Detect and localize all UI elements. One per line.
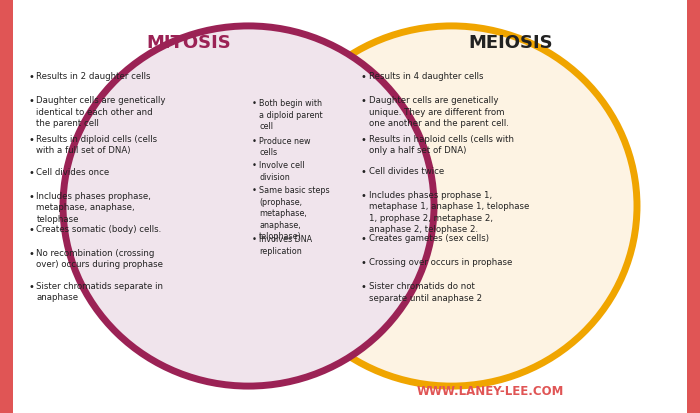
Text: Includes phases prophase 1,
metaphase 1, anaphase 1, telophase
1, prophase 2, me: Includes phases prophase 1, metaphase 1,…: [369, 190, 529, 234]
Text: Cell divides once: Cell divides once: [36, 167, 110, 176]
Text: Results in haploid cells (cells with
only a half set of DNA): Results in haploid cells (cells with onl…: [369, 134, 514, 154]
Text: •: •: [252, 136, 257, 145]
Text: WWW.LANEY-LEE.COM: WWW.LANEY-LEE.COM: [416, 384, 564, 397]
Text: Crossing over occurs in prophase: Crossing over occurs in prophase: [369, 258, 512, 267]
Text: Sister chromatids separate in
anaphase: Sister chromatids separate in anaphase: [36, 281, 163, 301]
Text: •: •: [28, 96, 34, 106]
Bar: [687, 0, 700, 413]
Text: Same basic steps
(prophase,
metaphase,
anaphase,
telophase): Same basic steps (prophase, metaphase, a…: [259, 186, 330, 240]
Text: •: •: [360, 72, 366, 82]
Text: •: •: [252, 235, 257, 244]
Text: •: •: [360, 190, 366, 200]
Text: MITOSIS: MITOSIS: [146, 34, 232, 52]
Text: •: •: [28, 248, 34, 258]
Text: Creates somatic (body) cells.: Creates somatic (body) cells.: [36, 224, 162, 233]
Text: •: •: [252, 186, 257, 195]
Text: •: •: [252, 99, 257, 108]
Text: Involves DNA
replication: Involves DNA replication: [259, 235, 312, 255]
Text: Sister chromatids do not
separate until anaphase 2: Sister chromatids do not separate until …: [369, 282, 482, 302]
Text: No recombination (crossing
over) occurs during prophase: No recombination (crossing over) occurs …: [36, 248, 163, 268]
Text: Involve cell
division: Involve cell division: [259, 161, 304, 181]
Text: •: •: [360, 234, 366, 244]
Text: •: •: [360, 134, 366, 144]
Text: •: •: [28, 224, 34, 234]
Text: Results in diploid cells (cells
with a full set of DNA): Results in diploid cells (cells with a f…: [36, 134, 158, 154]
Text: •: •: [360, 258, 366, 268]
Text: Creates gametes (sex cells): Creates gametes (sex cells): [369, 234, 489, 243]
Text: •: •: [28, 167, 34, 177]
Text: Results in 2 daughter cells: Results in 2 daughter cells: [36, 72, 151, 81]
Text: Produce new
cells: Produce new cells: [259, 136, 311, 157]
Text: Includes phases prophase,
metaphase, anaphase,
telophase: Includes phases prophase, metaphase, ana…: [36, 191, 151, 223]
Text: Daughter cells are genetically
identical to each other and
the parent cell: Daughter cells are genetically identical…: [36, 96, 166, 128]
Ellipse shape: [63, 27, 434, 386]
Bar: [0, 0, 13, 413]
Text: •: •: [28, 72, 34, 82]
Text: Both begin with
a diploid parent
cell: Both begin with a diploid parent cell: [259, 99, 323, 131]
Text: MEIOSIS: MEIOSIS: [469, 34, 553, 52]
Text: •: •: [28, 134, 34, 144]
Text: •: •: [28, 281, 34, 291]
Text: •: •: [28, 191, 34, 201]
Text: •: •: [360, 166, 366, 176]
Text: •: •: [360, 96, 366, 106]
Text: Daughter cells are genetically
unique. They are different from
one another and t: Daughter cells are genetically unique. T…: [369, 96, 509, 128]
Ellipse shape: [266, 27, 637, 386]
Text: •: •: [360, 282, 366, 292]
Text: •: •: [252, 161, 257, 170]
Text: Cell divides twice: Cell divides twice: [369, 166, 444, 176]
Text: Results in 4 daughter cells: Results in 4 daughter cells: [369, 72, 484, 81]
